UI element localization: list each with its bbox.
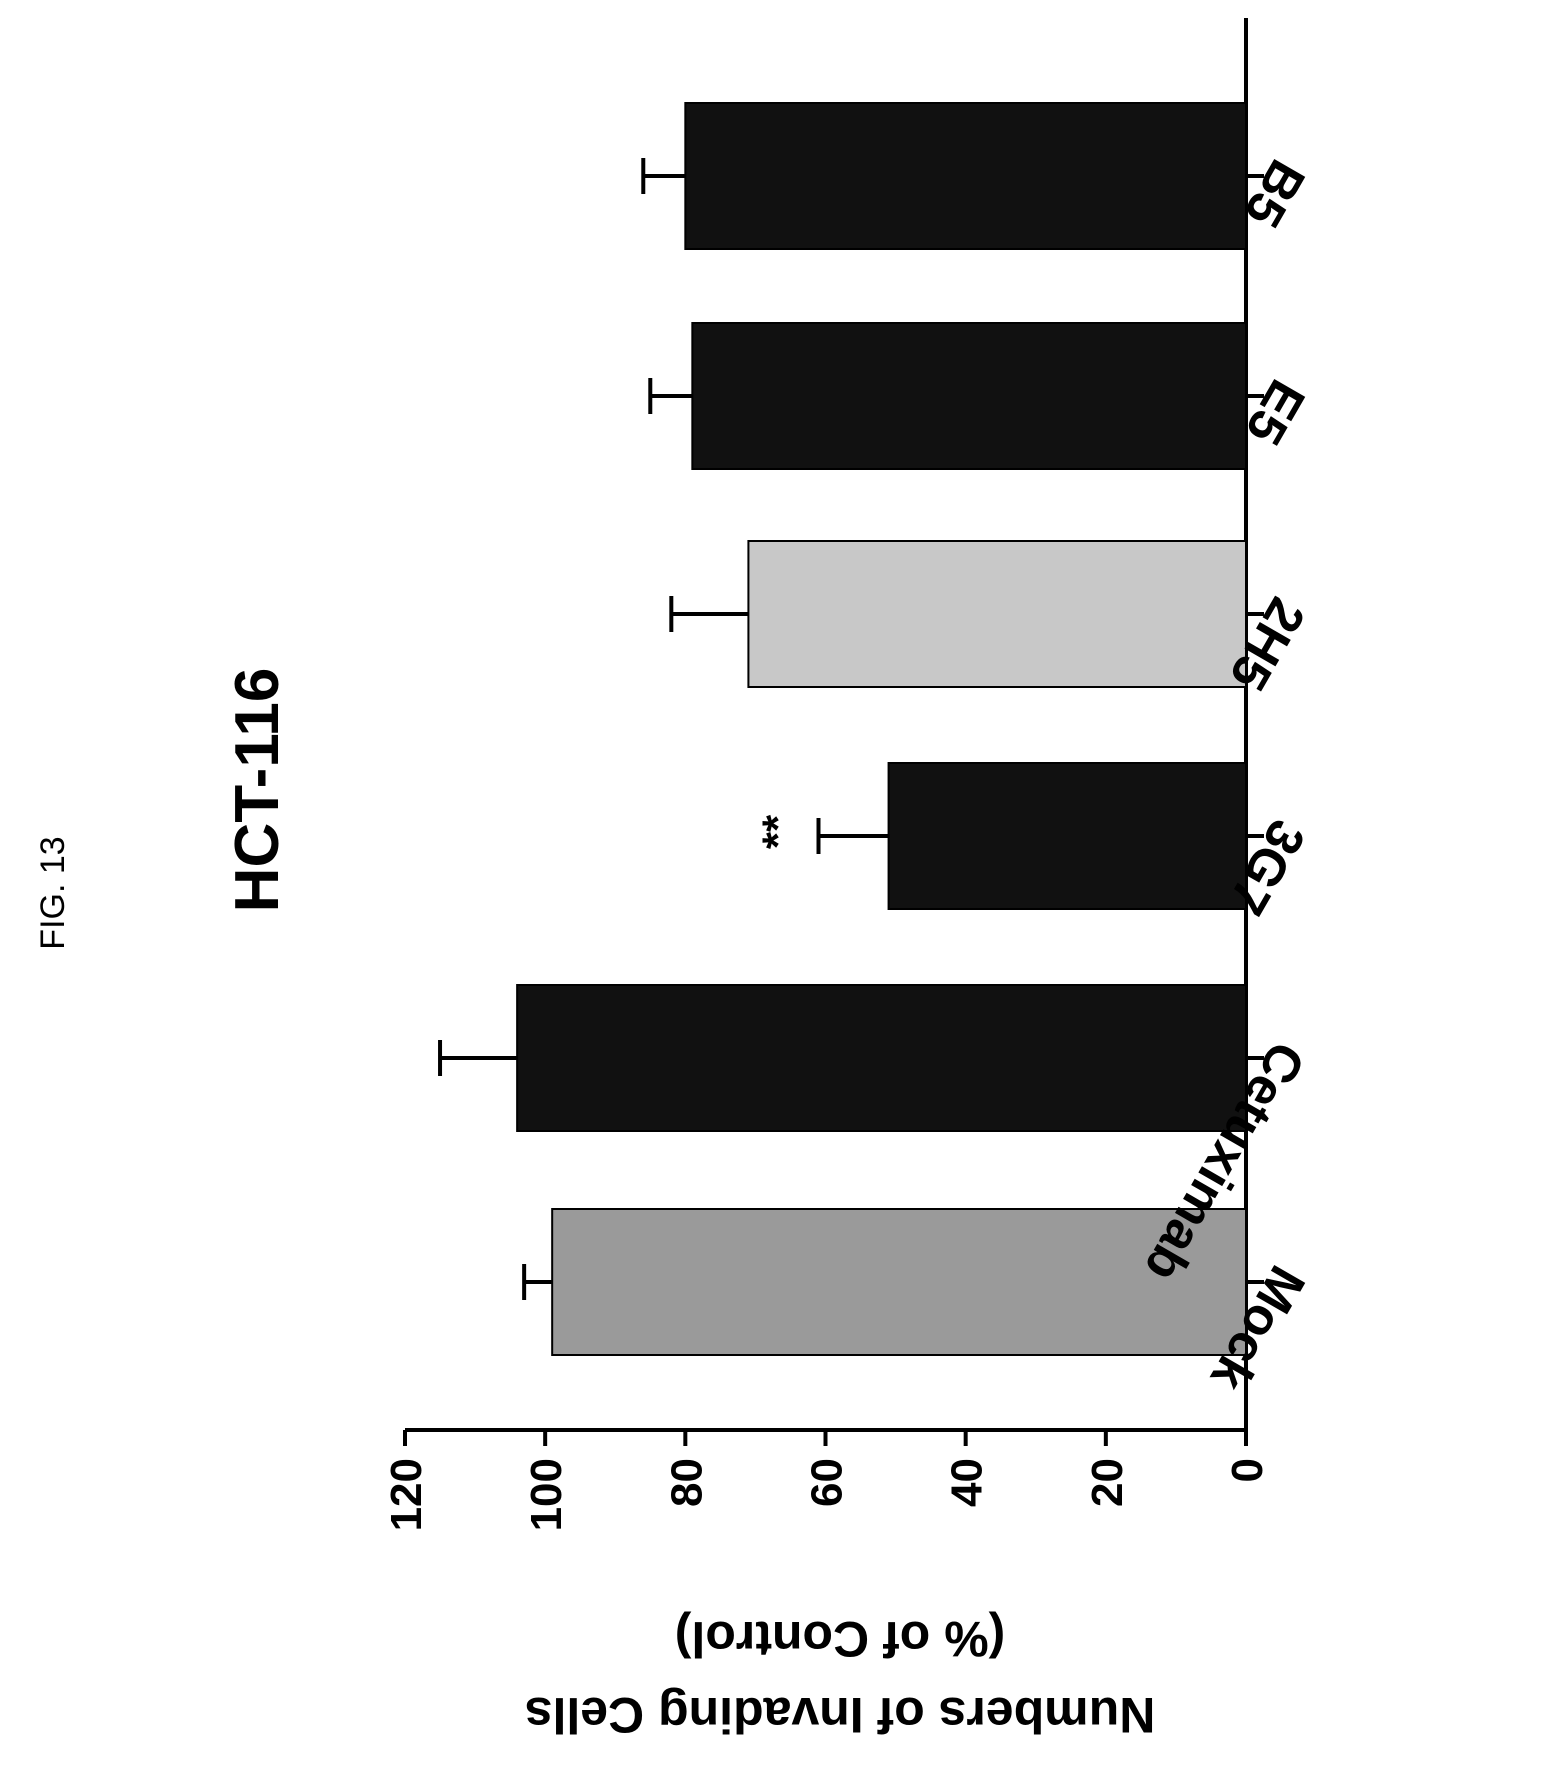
- bar-e5: [691, 322, 1247, 470]
- bar-cetuximab: [516, 984, 1247, 1132]
- value-tick-label: 80: [662, 1458, 711, 1507]
- value-tick-label: 120: [382, 1458, 431, 1531]
- significance-marker: **: [753, 814, 802, 849]
- value-tick-label: 20: [1083, 1458, 1132, 1507]
- bar-mock: [551, 1208, 1247, 1356]
- bar-b5: [684, 102, 1247, 250]
- value-tick-label: 100: [522, 1458, 571, 1531]
- y-axis-label-line2: (% of Control): [675, 1611, 1005, 1667]
- bar-3g7: [887, 762, 1247, 910]
- value-tick-label: 0: [1223, 1458, 1272, 1482]
- value-tick-label: 40: [943, 1458, 992, 1507]
- value-tick-label: 60: [803, 1458, 852, 1507]
- chart-title: HCT-116: [223, 668, 292, 913]
- figure-label: FIG. 13: [34, 836, 72, 949]
- bar-2h5: [747, 540, 1247, 688]
- y-axis-label-line1: Numbers of Invading Cells: [525, 1687, 1156, 1743]
